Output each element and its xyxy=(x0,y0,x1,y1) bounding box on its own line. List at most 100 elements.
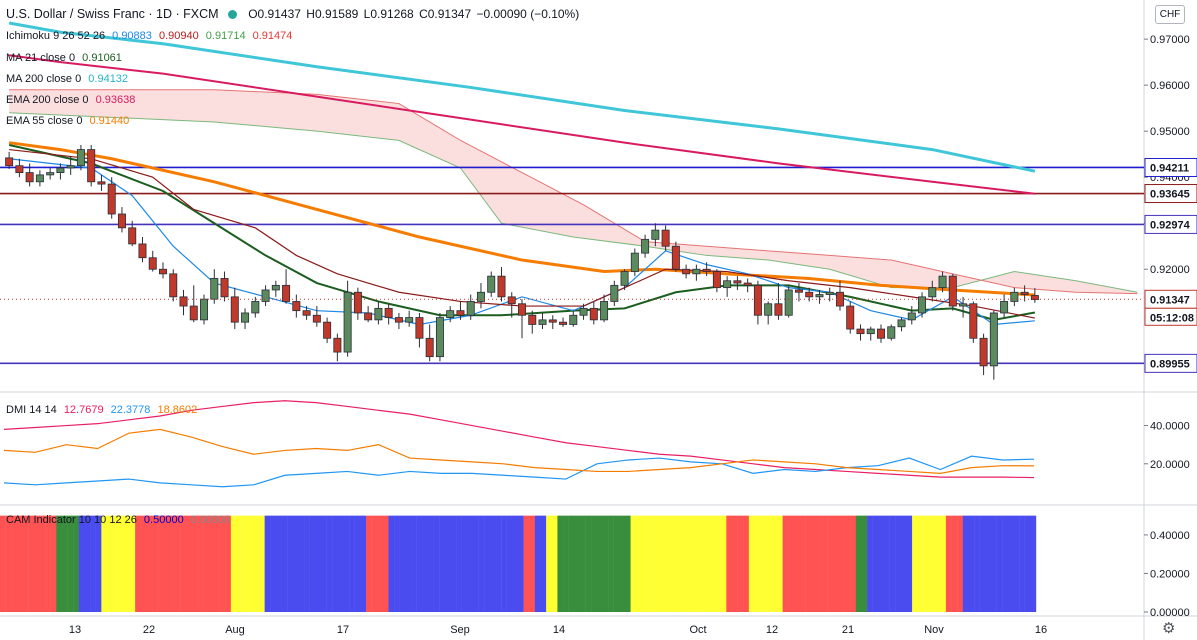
cam-bar xyxy=(985,515,992,612)
cam-bar xyxy=(287,515,293,612)
cam-bar xyxy=(844,515,851,612)
cam-bar xyxy=(557,515,564,612)
candle-body xyxy=(405,317,414,323)
cam-bar xyxy=(579,515,586,612)
cam-bar xyxy=(247,515,254,612)
cam-bar xyxy=(833,515,840,612)
candle-body xyxy=(897,319,906,328)
cam-bar xyxy=(225,515,232,612)
cam-bar xyxy=(332,515,339,612)
time-tick-label: 22 xyxy=(143,624,155,636)
cam-bar xyxy=(140,515,147,612)
candle-body xyxy=(446,310,455,318)
symbol-title[interactable]: U.S. Dollar / Swiss Franc · 1D · FXCM xyxy=(6,7,219,21)
cam-bar xyxy=(737,515,744,612)
candle-body xyxy=(1020,291,1029,295)
price-tick-label: 0.92000 xyxy=(1150,264,1190,276)
cam-bar xyxy=(180,515,187,612)
candle-body xyxy=(733,280,742,284)
time-tick-label: Nov xyxy=(924,624,944,636)
cam-bar xyxy=(754,515,761,612)
cam-bar xyxy=(411,515,417,612)
cam-bar xyxy=(743,515,750,612)
cam-bar xyxy=(641,515,648,612)
cam-bar xyxy=(191,515,198,612)
cam-bar xyxy=(861,515,868,612)
candle-body xyxy=(743,282,752,286)
countdown-label: 05:12:08 xyxy=(1150,312,1194,324)
cam-bar xyxy=(613,515,620,612)
cam-bar xyxy=(945,515,952,612)
candle-body xyxy=(189,305,198,321)
cam-bar xyxy=(692,515,699,612)
cam-bar xyxy=(681,515,688,612)
cam-bar xyxy=(219,515,226,612)
cam-bar xyxy=(281,515,288,612)
candle-body xyxy=(1000,301,1009,314)
cam-bar xyxy=(5,515,12,612)
cam-bar xyxy=(163,515,170,612)
legend-dmi[interactable]: DMI 14 14 12.7679 22.3778 18.8602 xyxy=(6,404,197,416)
cam-bar xyxy=(101,515,108,612)
cam-bar xyxy=(253,515,260,612)
ema55-line xyxy=(8,141,1035,297)
cam-bar xyxy=(912,515,918,612)
candle-body xyxy=(651,229,660,240)
cam-bar xyxy=(123,515,130,612)
cam-bar xyxy=(788,515,795,612)
cam-bar xyxy=(343,515,350,612)
cam-bar xyxy=(472,515,479,612)
cam-bar xyxy=(726,515,733,612)
candle-body xyxy=(907,312,916,321)
cam-bar xyxy=(596,515,603,612)
legend-ichimoku[interactable]: Ichimoku 9 26 52 26 0.90883 0.90940 0.91… xyxy=(6,30,292,42)
legend-cam[interactable]: CAM Indicator 10 10 12 26 0.50000 0.0000… xyxy=(6,514,231,526)
countdown-box xyxy=(1144,307,1197,326)
cam-bar xyxy=(731,515,738,612)
legend-value: 0.91061 xyxy=(82,52,122,64)
cam-bar xyxy=(427,515,434,612)
candle-body xyxy=(969,303,978,339)
price-tick-label: 0.95000 xyxy=(1150,126,1190,138)
candle-body xyxy=(948,275,957,307)
candle-body xyxy=(292,301,301,312)
settings-gear-icon[interactable]: ⚙ xyxy=(1162,620,1176,637)
candle-body xyxy=(46,172,55,176)
cam-bar xyxy=(467,515,474,612)
cam-bar xyxy=(118,515,125,612)
cam-bar xyxy=(529,515,536,612)
candle-body xyxy=(476,291,485,302)
candle-body xyxy=(15,165,24,173)
candle-body xyxy=(959,303,968,307)
cam-bar xyxy=(388,515,395,612)
cam-bar xyxy=(771,515,778,612)
cam-bar xyxy=(67,515,74,612)
candle-body xyxy=(753,284,762,316)
cam-bar xyxy=(506,515,513,612)
legend-value: 0.93638 xyxy=(95,94,136,106)
cam-bar xyxy=(78,515,85,612)
candle-body xyxy=(456,310,465,316)
cam-bar xyxy=(608,515,614,612)
legend-ema200[interactable]: EMA 200 close 0 0.93638 xyxy=(6,94,135,106)
cam-bar xyxy=(602,515,609,612)
cam-bar xyxy=(585,515,592,612)
time-tick-label: Oct xyxy=(689,624,706,636)
time-tick-label: 12 xyxy=(766,624,778,636)
candle-body xyxy=(528,314,537,325)
cam-bar xyxy=(50,515,57,612)
cam-bar xyxy=(106,515,113,612)
candle-body xyxy=(107,183,116,215)
cam-bar xyxy=(456,515,462,612)
cam-bar xyxy=(236,515,243,612)
level-label: 0.92974 xyxy=(1150,219,1191,231)
cam-bar xyxy=(185,515,192,612)
candle-body xyxy=(846,305,855,330)
legend-ema55[interactable]: EMA 55 close 0 0.91440 xyxy=(6,115,129,127)
ohlc-close: C0.91347 xyxy=(419,7,472,21)
candle-body xyxy=(682,268,691,275)
legend-ma21[interactable]: MA 21 close 0 0.91061 xyxy=(6,52,122,64)
currency-button[interactable]: CHF xyxy=(1155,5,1185,24)
legend-ma200[interactable]: MA 200 close 0 0.94132 xyxy=(6,73,128,85)
